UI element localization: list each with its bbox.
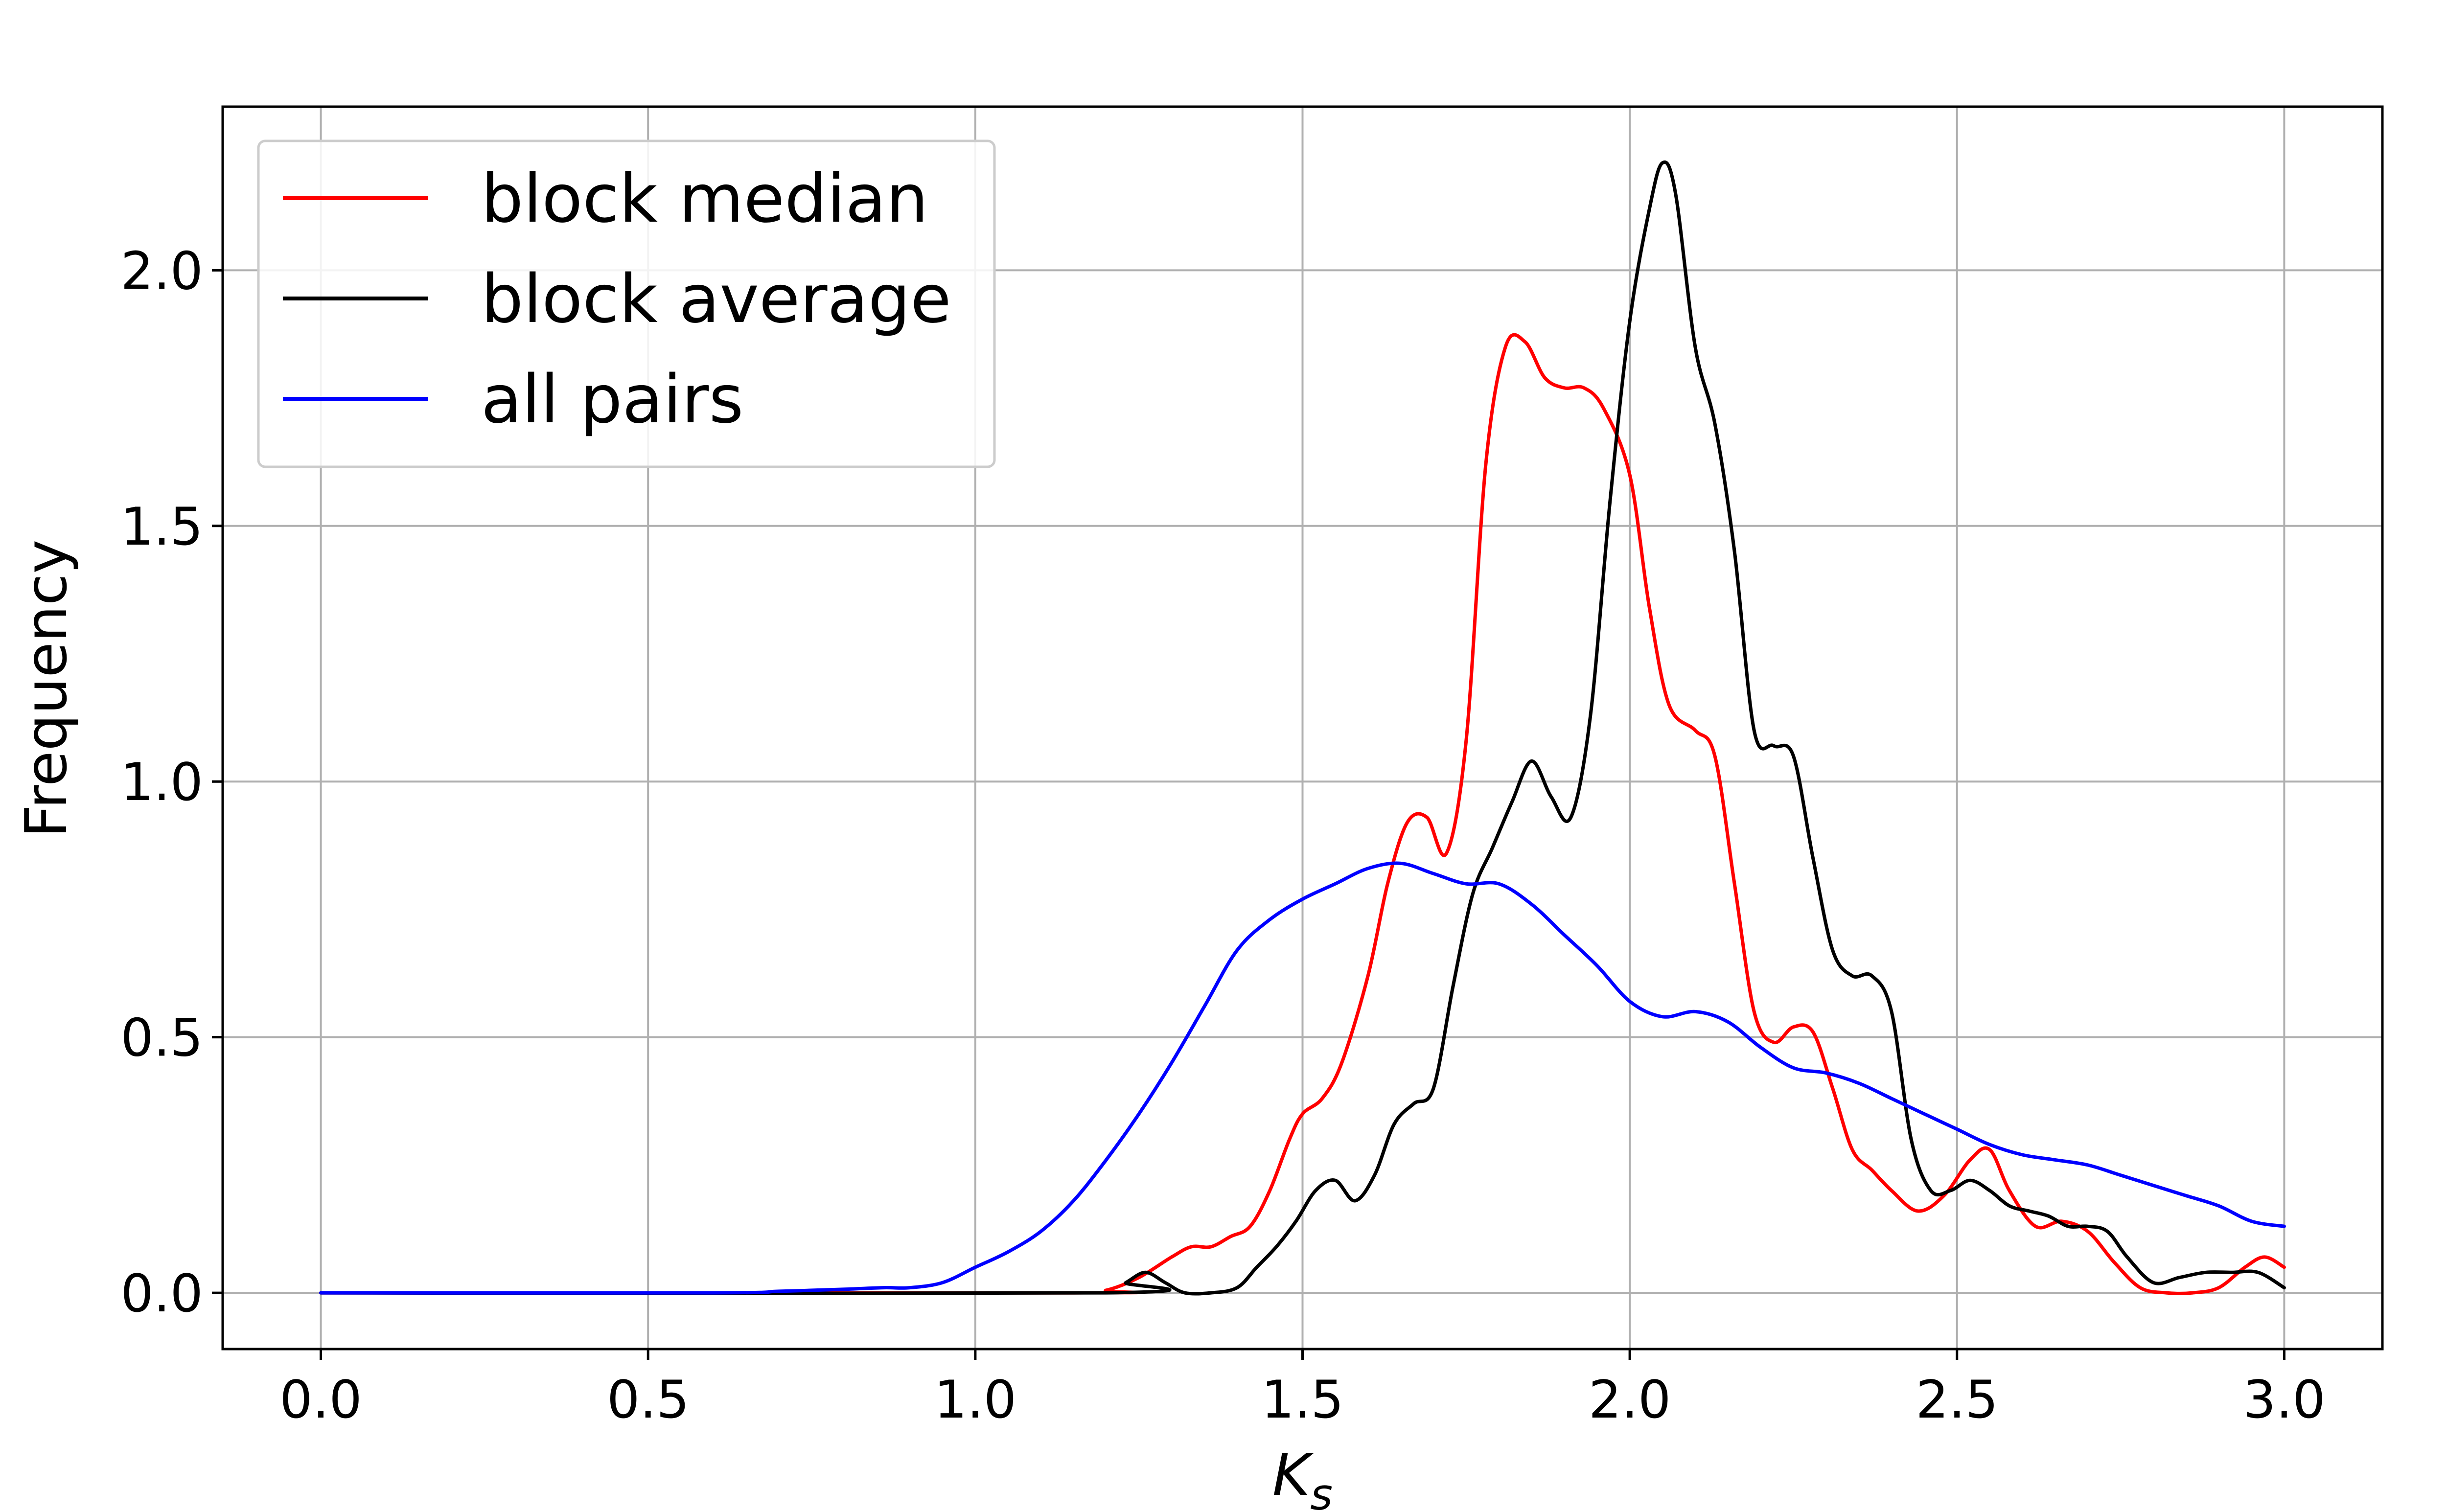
legend: block median block average all pairs (257, 139, 996, 468)
legend-box (257, 139, 996, 468)
x-tick-label: 0.5 (607, 1370, 690, 1430)
legend-label-all-pairs: all pairs (481, 361, 743, 438)
x-axis-label-subscript: s (1310, 1469, 1333, 1512)
x-tick-label: 2.0 (1589, 1370, 1671, 1430)
y-tick-label: 0.0 (120, 1263, 203, 1324)
series-lines (319, 160, 2286, 1296)
x-axis-label-main: K (1272, 1441, 1315, 1509)
series-line-block-median (319, 333, 2286, 1295)
x-tick-label: 1.0 (934, 1370, 1017, 1430)
x-axis-label: Ks (1272, 1441, 1333, 1512)
y-tick-label: 1.0 (120, 752, 203, 812)
legend-label-block-average: block average (481, 261, 951, 338)
y-tick-label: 0.5 (120, 1008, 203, 1068)
x-tick-label: 1.5 (1261, 1370, 1344, 1430)
legend-label-block-median: block median (481, 160, 928, 238)
y-tick-label: 1.5 (120, 497, 203, 557)
axis-ticks: 0.0 0.5 1.0 1.5 2.0 2.5 3.0 0.0 0.5 1.0 1.5 2.0 (120, 241, 2325, 1430)
series-line-block-average (319, 160, 2286, 1296)
y-tick-label: 2.0 (120, 241, 203, 301)
series-line-all-pairs (319, 861, 2286, 1295)
y-axis-label: Frequency (12, 540, 80, 838)
x-tick-label: 0.0 (279, 1370, 362, 1430)
x-tick-label: 2.5 (1916, 1370, 1998, 1430)
x-tick-label: 3.0 (2243, 1370, 2326, 1430)
axis-titles: Ks Frequency (12, 540, 1333, 1512)
